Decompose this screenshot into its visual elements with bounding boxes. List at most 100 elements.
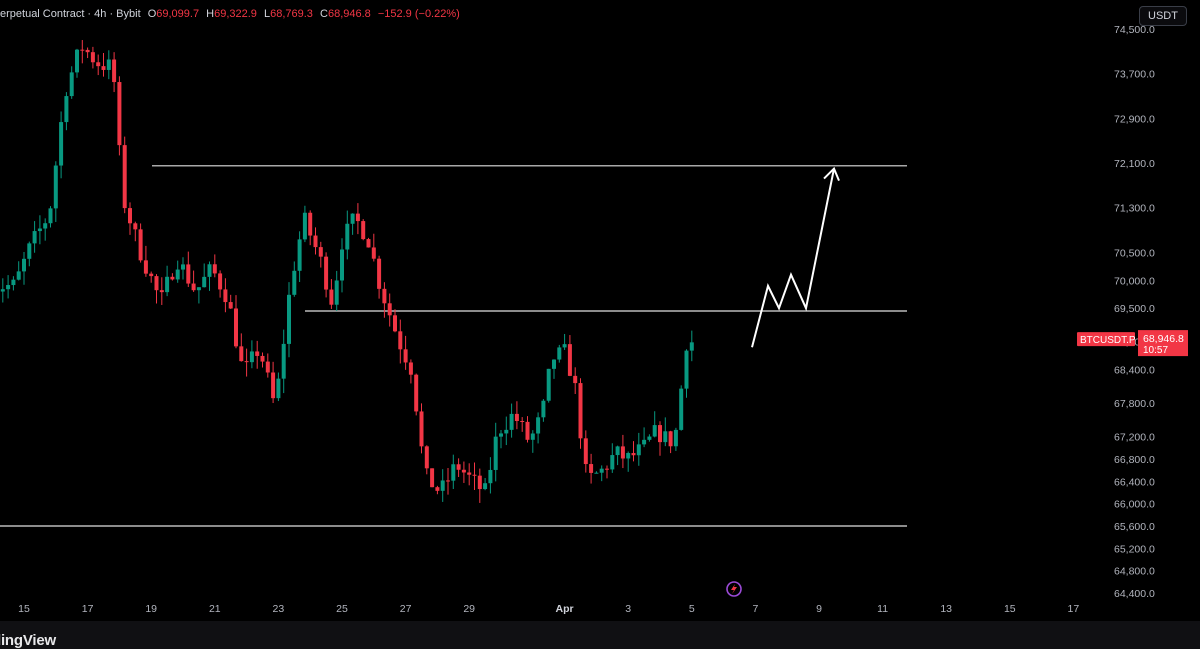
candle-body [419,411,424,447]
candle-body [159,290,164,293]
x-tick-label: 23 [273,603,285,615]
candle-body [133,223,138,230]
candle-body [191,283,196,291]
arrow-head [823,166,840,181]
candle-body [318,247,323,257]
candle-body [387,303,392,316]
candle-body [546,368,551,401]
candle-body [122,145,127,209]
candle-body [647,436,652,440]
candle-body [403,349,408,363]
candle-body [530,433,535,440]
y-tick-label: 65,600.0 [1114,521,1155,533]
open-label: O [147,8,157,20]
low-value: 68,769.3 [270,8,313,20]
candle-body [461,469,466,473]
candle-body [536,417,541,434]
x-tick-label: 27 [400,603,412,615]
candle-body [398,331,403,350]
candle-body [658,425,662,443]
time-axis: 15 17 19 21 23 25 27 29 Apr 3 5 7 9 11 13 15 17 [18,603,1079,615]
y-tick-label: 64,400.0 [1114,588,1155,600]
candle-body [16,271,21,280]
candle-body [355,213,360,222]
candle-body [578,383,583,439]
x-tick-label: Apr [556,603,574,615]
candle-body [451,464,456,481]
bolt-icon-glyph [731,584,737,594]
candle-body [583,438,588,465]
candles [0,40,694,503]
candle-body [509,413,514,430]
candle-body [424,446,429,469]
candle-body [175,269,180,280]
candle-body [679,388,684,430]
candle-body [631,453,636,456]
y-tick-label: 70,000.0 [1114,275,1155,287]
candle-body [456,464,461,470]
y-tick-label: 66,800.0 [1114,454,1155,466]
candle-body [472,474,477,476]
candle-body [663,431,668,443]
candle-body [43,223,48,229]
ohlc-legend: erpetual Contract · 4h · Bybit O69,099.7… [0,8,460,20]
candle-body [684,350,689,389]
candle-body [642,439,647,445]
candle-body [620,446,625,459]
candle-body [557,347,562,360]
symbol-tag-text: BTCUSDT.P [1080,335,1136,346]
currency-button[interactable]: USDT [1139,6,1187,26]
x-tick-label: 3 [625,603,631,615]
candle-body [668,431,673,447]
candle-body [181,264,185,270]
candle-body [361,221,366,240]
y-tick-label: 68,400.0 [1114,365,1155,377]
candle-body [594,472,599,474]
candle-body [96,62,101,67]
candle-body [626,453,631,459]
candle-body [80,49,85,51]
x-tick-label: 13 [940,603,952,615]
candle-body [340,249,344,281]
change-value: −152.9 (−0.22%) [377,8,460,20]
candle-body [615,446,620,456]
y-tick-label: 71,300.0 [1114,203,1155,215]
close-label: C [320,8,328,20]
x-tick-label: 15 [1004,603,1016,615]
candle-body [207,264,212,277]
candle-body [377,258,382,289]
y-tick-label: 64,800.0 [1114,566,1155,578]
candle-body [223,289,228,303]
candle-body [0,289,5,292]
footer-bar [0,621,1200,649]
candle-body [37,228,42,232]
candle-body [271,372,276,399]
candle-body [143,260,148,274]
candle-body [292,270,297,295]
x-tick-label: 25 [336,603,348,615]
y-tick-label: 66,000.0 [1114,499,1155,511]
candle-body [520,421,525,423]
symbol-tag-box [1077,332,1135,347]
x-tick-label: 17 [82,603,94,615]
candle-body [483,483,488,490]
projection-line [751,168,835,348]
candle-body [218,273,223,290]
candle-body [170,276,175,280]
x-tick-label: 29 [463,603,475,615]
candle-body [69,72,74,97]
candle-body [75,49,79,73]
candle-body [244,361,249,363]
symbol-title: erpetual Contract · 4h · Bybit [0,8,141,20]
y-tick-label: 72,100.0 [1114,158,1155,170]
y-tick-label: 65,200.0 [1114,543,1155,555]
y-tick-label: 72,900.0 [1114,113,1155,125]
x-tick-label: 17 [1068,603,1080,615]
candle-body [514,413,519,422]
candle-body [573,375,578,384]
candle-body [324,256,329,290]
high-value: 69,322.9 [214,8,257,20]
candle-body [239,346,244,362]
candle-body [636,444,641,456]
